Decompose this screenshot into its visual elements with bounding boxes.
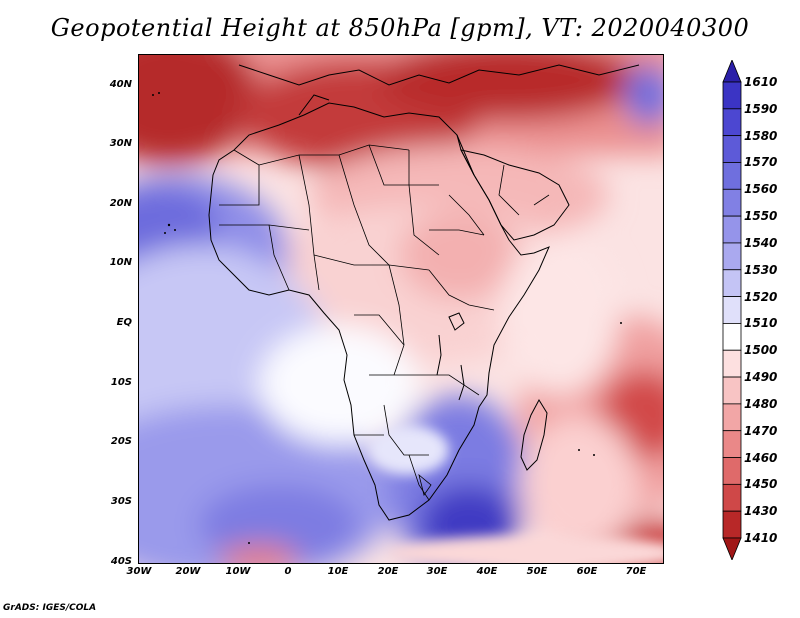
colorbar-label: 1610 — [744, 75, 778, 89]
lon-label: 60E — [576, 566, 598, 577]
country-borders — [219, 144, 550, 501]
grads-credit: GrADS: IGES/COLA — [3, 603, 97, 613]
colorbar-segment — [722, 135, 742, 163]
colorbar-segment — [722, 457, 742, 485]
colorbar-label: 1460 — [744, 450, 778, 465]
colorbar-label: 1510 — [744, 316, 778, 331]
lon-label: 50E — [526, 566, 548, 577]
colorbar-label: 1430 — [744, 504, 778, 519]
lat-label: 20N — [109, 198, 132, 209]
colorbar-top-triangle — [722, 60, 742, 83]
colorbar-label: 1580 — [744, 128, 778, 143]
colorbar — [722, 60, 742, 560]
colorbar-segment — [722, 430, 742, 458]
lon-label: 70E — [625, 566, 647, 577]
map-title: Geopotential Height at 850hPa [gpm], VT:… — [50, 14, 750, 42]
colorbar-label: 1500 — [744, 343, 778, 358]
colorbar-segment — [722, 349, 742, 378]
lat-label: 10S — [110, 377, 132, 388]
colorbar-segment — [722, 510, 742, 539]
lon-label: 10E — [327, 566, 349, 577]
islands — [152, 92, 622, 544]
colorbar-segment — [722, 108, 742, 137]
lat-label: 40S — [110, 556, 132, 567]
colorbar-label: 1470 — [744, 423, 778, 438]
colorbar-label: 1480 — [744, 396, 778, 411]
colorbar-segment — [722, 188, 742, 217]
colorbar-segment — [722, 269, 742, 297]
colorbar-label: 1560 — [744, 182, 778, 197]
lat-label: 30N — [109, 138, 132, 149]
colorbar-label: 1520 — [744, 289, 778, 304]
colorbar-label: 1410 — [744, 531, 778, 545]
lat-label: EQ — [116, 317, 132, 328]
lon-label: 0 — [284, 566, 292, 577]
colorbar-bottom-triangle — [722, 537, 742, 560]
colorbar-segment — [722, 323, 742, 351]
lon-label: 30W — [126, 566, 152, 577]
lat-label: 20S — [110, 436, 132, 447]
colorbar-segment — [722, 296, 742, 324]
height-shading-detail — [369, 425, 663, 563]
colorbar-segment — [722, 215, 742, 244]
colorbar-segment — [722, 376, 742, 405]
map-panel — [138, 54, 664, 564]
colorbar-label: 1590 — [744, 101, 778, 116]
lat-label: 10N — [109, 257, 132, 268]
lat-label: 40N — [109, 79, 132, 90]
height-shading — [139, 55, 663, 563]
colorbar-segment — [722, 403, 742, 432]
lon-label: 10W — [225, 566, 251, 577]
lon-label: 20W — [175, 566, 201, 577]
colorbar-segment — [722, 162, 742, 190]
lon-label: 30E — [426, 566, 448, 577]
colorbar-label: 1530 — [744, 262, 778, 277]
colorbar-label: 1570 — [744, 155, 778, 170]
colorbar-segment — [722, 483, 742, 512]
colorbar-label: 1550 — [744, 209, 778, 224]
colorbar-segment — [722, 242, 742, 271]
lon-label: 40E — [476, 566, 498, 577]
colorbar-segment — [722, 81, 742, 110]
colorbar-label: 1450 — [744, 477, 778, 492]
lat-label: 30S — [110, 496, 132, 507]
lon-label: 20E — [377, 566, 399, 577]
colorbar-label: 1490 — [744, 370, 778, 385]
colorbar-label: 1540 — [744, 235, 778, 250]
geopotential-field — [139, 55, 663, 563]
